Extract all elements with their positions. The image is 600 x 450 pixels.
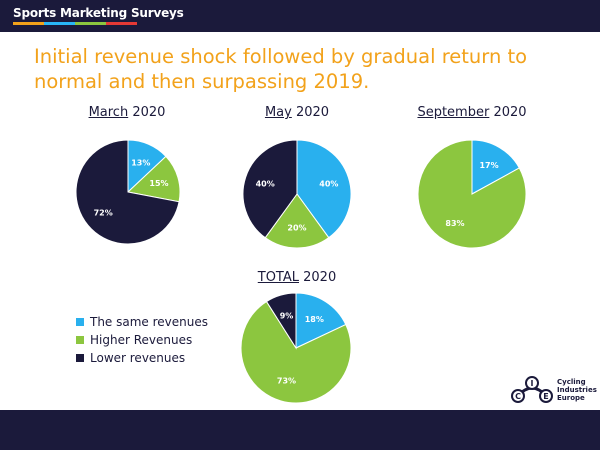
logo-letter-e: E <box>543 392 548 401</box>
pie-data-label: 9% <box>280 311 294 320</box>
bottom-bar <box>0 410 600 450</box>
brand-bar-segment-2 <box>44 22 75 25</box>
legend-swatch <box>76 336 84 344</box>
chart-title-year: 2020 <box>493 105 527 120</box>
pie-data-label: 83% <box>445 219 464 228</box>
pie-data-label: 20% <box>287 223 306 232</box>
legend-swatch <box>76 354 84 362</box>
chart-title-month: May <box>264 105 292 120</box>
brand-color-bar <box>13 22 137 25</box>
logo-text: Cycling Industries Europe <box>557 378 600 402</box>
pie-chart-september: 17% 83% <box>417 139 527 249</box>
chart-title-september: September 2020 <box>412 105 532 120</box>
brand-bar-segment-4 <box>106 22 137 25</box>
chart-title-month: September <box>417 105 490 120</box>
cycling-industries-europe-logo: C I E Cycling Industries Europe <box>509 374 597 406</box>
logo-text-line: Cycling <box>557 378 586 386</box>
logo-chain-icon: C I E <box>511 376 553 403</box>
logo-text-line: Industries <box>557 386 597 394</box>
chart-title-march: March 2020 <box>67 105 187 120</box>
chart-title-total: TOTAL 2020 <box>237 270 357 285</box>
pie-chart-total: 18% 73% 9% <box>240 292 352 404</box>
pie-chart-march: 13% 15% 72% <box>75 139 181 245</box>
legend: The same revenues Higher Revenues Lower … <box>76 313 208 367</box>
chart-title-month: TOTAL <box>257 270 299 285</box>
legend-label: Higher Revenues <box>90 333 193 347</box>
pie-slice-lower-revenues <box>242 139 298 239</box>
logo-letter-i: I <box>531 379 534 388</box>
brand-name: Sports Marketing Surveys <box>13 6 184 20</box>
pie-data-label: 13% <box>131 158 150 167</box>
pie-data-label: 17% <box>479 161 498 170</box>
pie-slice-higher-revenues <box>264 193 330 249</box>
pie-slice-higher-revenues <box>240 300 352 404</box>
pie-data-label: 40% <box>256 180 275 189</box>
top-bar: Sports Marketing Surveys <box>0 0 600 32</box>
pie-chart-may: 40% 20% 40% <box>242 139 352 249</box>
pie-data-label: 18% <box>305 315 324 324</box>
slide-headline: Initial revenue shock followed by gradua… <box>34 45 528 93</box>
brand-bar-segment-3 <box>75 22 106 25</box>
chart-title-month: March <box>88 105 129 120</box>
logo-letter-c: C <box>515 392 521 401</box>
pie-slice-the-same-revenues <box>295 292 347 349</box>
pie-slice-lower-revenues <box>75 139 180 245</box>
pie-slice-higher-revenues <box>417 139 527 249</box>
pie-data-label: 15% <box>149 179 168 188</box>
pie-slice-the-same-revenues <box>471 139 521 195</box>
legend-item-higher: Higher Revenues <box>76 331 208 349</box>
pie-slice-higher-revenues <box>126 155 181 203</box>
legend-item-lower: Lower revenues <box>76 349 208 367</box>
pie-slice-the-same-revenues <box>296 139 352 239</box>
legend-label: The same revenues <box>90 315 209 329</box>
pie-data-label: 73% <box>277 377 296 386</box>
chart-title-year: 2020 <box>295 105 330 120</box>
chart-title-year: 2020 <box>132 105 166 120</box>
chart-title-may: May 2020 <box>237 105 357 120</box>
legend-swatch <box>76 318 84 326</box>
brand-bar-segment-1 <box>13 22 44 25</box>
pie-data-label: 72% <box>94 209 113 218</box>
logo-text-line: Europe <box>557 394 585 402</box>
legend-label: Lower revenues <box>90 351 186 365</box>
legend-item-same: The same revenues <box>76 313 208 331</box>
pie-slice-lower-revenues <box>265 292 297 350</box>
pie-data-label: 40% <box>319 180 338 189</box>
chart-title-year: 2020 <box>303 270 337 285</box>
